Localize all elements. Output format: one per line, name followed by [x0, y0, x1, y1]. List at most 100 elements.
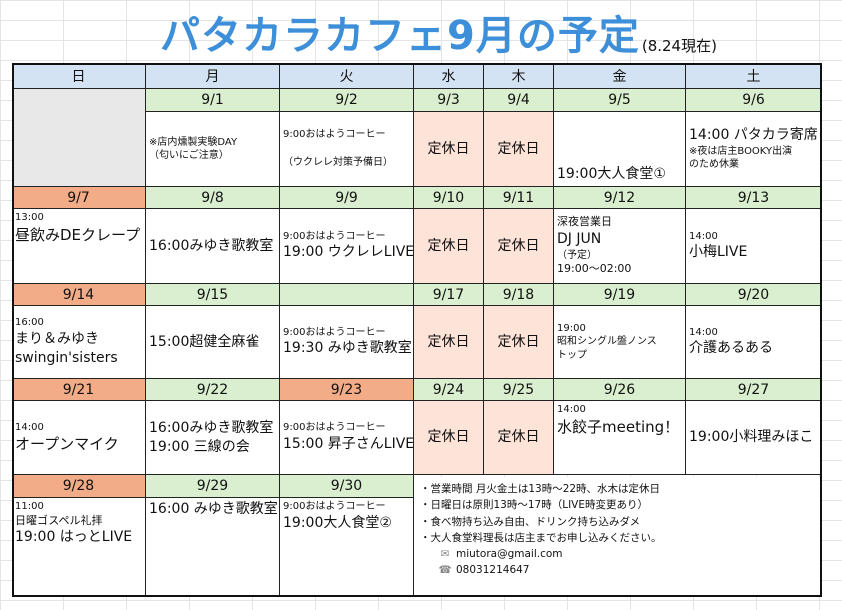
weekday-header-thu: 木: [484, 63, 554, 89]
event-line: 定休日: [497, 237, 540, 254]
date-cell: 9/6: [686, 89, 822, 112]
date-cell: 9/12: [554, 187, 686, 209]
event-line: 定休日: [427, 237, 470, 254]
date-cell: 9/22: [146, 379, 280, 401]
date-cell: 9/9: [280, 187, 414, 209]
event-line: 昼飲みDEクレープ: [15, 225, 141, 244]
event-line: のため休業: [689, 159, 739, 171]
event-cell: 19:00 昭和シングル盤ノンス トップ: [554, 306, 686, 379]
event-line: 9:00おはようコーヒー: [283, 422, 386, 434]
event-line: 14:00: [689, 326, 718, 338]
event-line: 15:00超健全麻雀: [149, 333, 260, 350]
date-cell: 9/15: [146, 284, 280, 306]
contact-email-row: ✉ miutora@gmail.com: [420, 546, 815, 562]
event-cell: 16:00 みゆき歌教室: [146, 498, 280, 597]
event-line: 介護あるある: [689, 340, 773, 357]
closed-day-cell: 定休日: [484, 306, 554, 379]
event-line: swingin'sisters: [15, 349, 118, 366]
date-cell: 9/3: [414, 89, 484, 112]
event-cell: 14:00 介護あるある: [686, 306, 822, 379]
date-cell: 9/5: [554, 89, 686, 112]
closed-day-cell: 定休日: [414, 112, 484, 187]
date-cell: 9/27: [686, 379, 822, 401]
date-cell: 9/11: [484, 187, 554, 209]
event-cell: 15:00超健全麻雀: [146, 306, 280, 379]
closed-day-cell: 定休日: [414, 209, 484, 284]
date-cell: 9/28: [12, 475, 146, 498]
event-cell: 16:00みゆき歌教室 19:00 三線の会: [146, 401, 280, 475]
date-cell: 9/24: [414, 379, 484, 401]
event-line: 19:30 みゆき歌教室: [283, 340, 412, 357]
event-line: 定休日: [427, 140, 470, 157]
event-line: 16:00: [15, 317, 44, 329]
event-line: 定休日: [427, 333, 470, 350]
event-cell: 11:00 日曜ゴスペル礼拝 19:00 はっとLIVE: [12, 498, 146, 597]
event-line: 14:00: [15, 421, 44, 433]
event-cell: 14:00 パタカラ寄席 ※夜は店主BOOKY出演 のため休業: [686, 112, 822, 187]
note-dinner: ・大人食堂料理長は店主までお申し込みください。: [420, 531, 662, 544]
event-cell: ※店内燻製実験DAY （匂いにご注意）: [146, 112, 280, 187]
event-line: 小梅LIVE: [689, 244, 748, 261]
event-line: （ウクレレ対策予備日）: [283, 157, 393, 169]
event-cell: 19:00大人食堂①: [554, 112, 686, 187]
title-as-of: (8.24現在): [641, 37, 717, 55]
event-line: 深夜営業日: [557, 214, 612, 228]
event-cell: 9:00おはようコーヒー 15:00 昇子さんLIVE: [280, 401, 414, 475]
date-cell: 9/2: [280, 89, 414, 112]
event-line: 16:00 みゆき歌教室: [149, 501, 278, 517]
date-cell: 9/19: [554, 284, 686, 306]
weekday-header-fri: 金: [554, 63, 686, 89]
event-line: 16:00みゆき歌教室: [149, 419, 274, 436]
weekday-header-wed: 水: [414, 63, 484, 89]
event-line: 9:00おはようコーヒー: [283, 326, 386, 338]
contact-email: miutora@gmail.com: [456, 548, 563, 561]
note-food: ・食べ物持ち込み自由、ドリンク持ち込みダメ: [420, 515, 641, 528]
event-line: （予定）: [557, 249, 597, 261]
event-cell: 9:00おはようコーヒー 19:00 ウクレレLIVE: [280, 209, 414, 284]
event-line: 昭和シングル盤ノンス: [557, 336, 657, 348]
contact-phone-row: ☎ 08031214647: [420, 562, 815, 578]
date-cell: 9/17: [414, 284, 484, 306]
event-cell: 深夜営業日 DJ JUN （予定） 19:00～02:00: [554, 209, 686, 284]
event-cell: 9:00おはようコーヒー （ウクレレ対策予備日）: [280, 112, 414, 187]
event-line: ※店内燻製実験DAY: [149, 136, 238, 148]
event-line: 14:00: [689, 230, 718, 242]
event-line: 9:00おはようコーヒー: [283, 501, 386, 512]
event-line: 19:00大人食堂①: [557, 166, 666, 183]
closed-day-cell: 定休日: [414, 306, 484, 379]
event-cell: [12, 89, 146, 187]
note-hours: ・営業時間 月火金土は13時～22時、水木は定休日: [420, 483, 661, 495]
event-line: 14:00 パタカラ寄席: [689, 127, 818, 144]
closed-day-cell: 定休日: [484, 209, 554, 284]
event-line: 定休日: [497, 333, 540, 350]
closed-day-cell: 定休日: [484, 112, 554, 187]
event-line: （匂いにご注意）: [149, 150, 229, 161]
event-line: ※夜は店主BOOKY出演: [689, 145, 793, 157]
date-cell: 9/10: [414, 187, 484, 209]
event-line: 16:00みゆき歌教室: [149, 237, 274, 254]
event-line: 14:00: [557, 404, 586, 415]
date-cell: 9/23: [280, 379, 414, 401]
event-line: 定休日: [497, 429, 540, 446]
date-cell: 9/18: [484, 284, 554, 306]
event-cell: 14:00 水餃子meeting！: [554, 401, 686, 475]
event-line: 19:00 三線の会: [149, 438, 250, 455]
closed-day-cell: 定休日: [414, 401, 484, 475]
event-line: 13:00: [15, 212, 44, 223]
date-cell: 9/29: [146, 475, 280, 498]
event-line: 日曜ゴスペル礼拝: [15, 513, 103, 527]
event-cell: 9:00おはようコーヒー 19:30 みゆき歌教室: [280, 306, 414, 379]
event-cell: 19:00小料理みほこ: [686, 401, 822, 475]
event-line: 19:00小料理みほこ: [689, 429, 814, 446]
envelope-icon: ✉: [440, 548, 450, 561]
event-cell: 16:00 まり＆みゆき swingin'sisters: [12, 306, 146, 379]
event-line: 19:00大人食堂②: [283, 514, 392, 531]
event-line: 定休日: [497, 140, 540, 157]
date-cell: 9/14: [12, 284, 146, 306]
event-line: 15:00 昇子さんLIVE: [283, 435, 414, 452]
date-cell: 9/30: [280, 475, 414, 498]
event-line: 9:00おはようコーヒー: [283, 230, 386, 242]
event-line: 9:00おはようコーヒー: [283, 129, 386, 141]
weekday-header-mon: 月: [146, 63, 280, 89]
event-line: 水餃子meeting！: [557, 417, 680, 436]
